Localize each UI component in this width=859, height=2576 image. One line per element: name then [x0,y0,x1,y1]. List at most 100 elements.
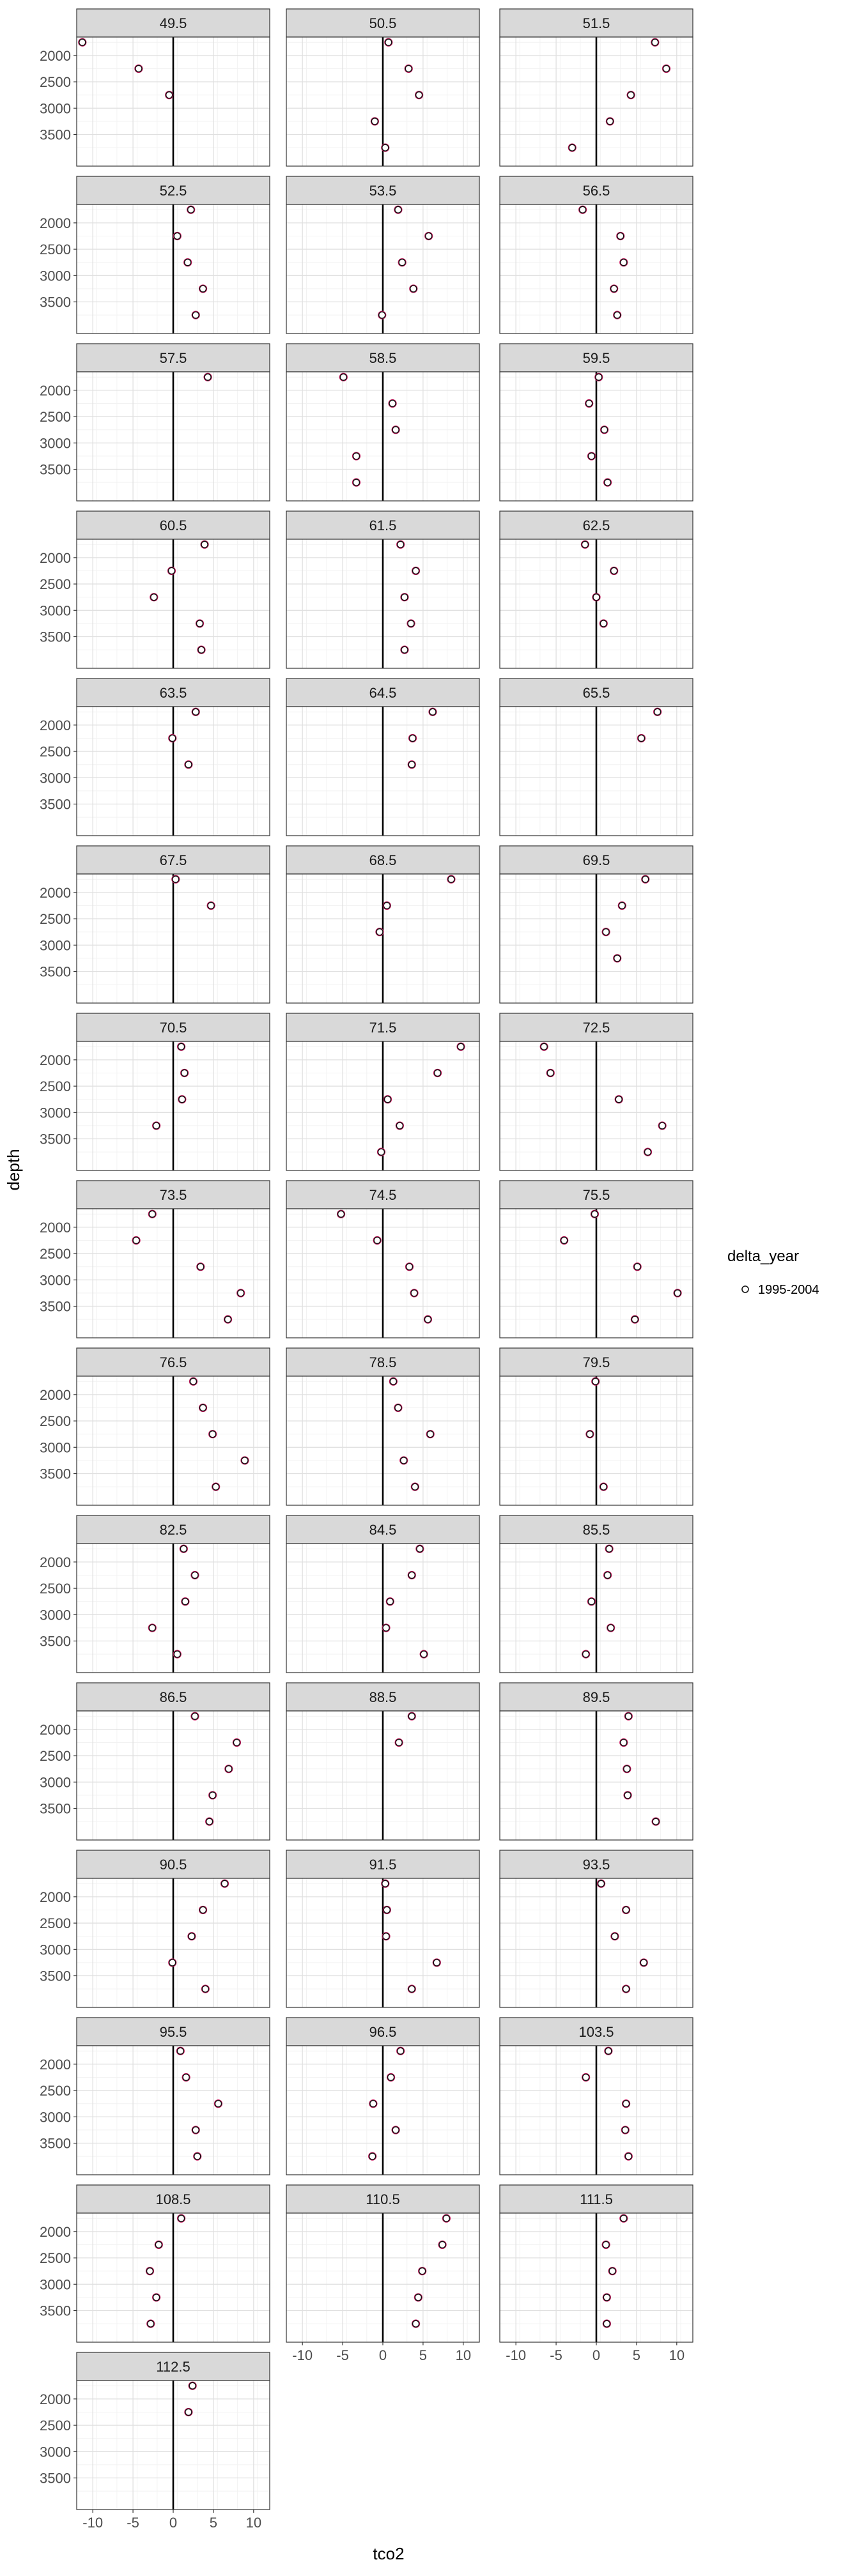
facet-strip-label: 73.5 [160,1187,187,1203]
panel-border [499,1878,693,2008]
data-point-halo [614,1095,623,1104]
data-point [155,2241,163,2249]
data-point [633,1262,641,1271]
data-point [180,1069,189,1077]
data-point-halo [200,540,209,549]
data-point-halo [419,1650,428,1659]
facet-panel: 59.5 [499,343,693,502]
y-tick-label: 3000 [40,435,71,451]
data-point [662,65,670,73]
data-point [605,1545,613,1552]
facet-strip-label: 90.5 [160,1857,187,1873]
y-tick-label: 3500 [40,1634,71,1650]
y-tick-label: 3500 [40,295,71,310]
y-tick-label: 3500 [40,2303,71,2319]
data-point [653,708,662,716]
data-point [176,2047,185,2055]
data-point-halo [132,1236,141,1245]
data-point-halo [134,64,143,73]
data-point-halo [381,1879,390,1888]
data-point [382,1932,390,1940]
data-point [199,1404,207,1412]
data-point [407,620,415,627]
facet-panel: 50.5 [286,8,480,167]
data-point [597,1880,605,1887]
y-tick-label: 2500 [40,1915,71,1931]
data-point [383,1906,391,1914]
data-point-halo [456,1042,465,1051]
data-point-halo [608,2267,617,2276]
x-tick-label: -5 [336,2347,349,2363]
data-point [578,206,587,213]
data-point [408,1985,415,1993]
y-tick-label: 2000 [40,1052,71,1068]
panel-border [76,36,270,167]
data-point [408,734,417,742]
data-point-halo [179,1544,188,1553]
panel-border [286,1208,480,1338]
data-point-halo [599,1482,608,1491]
data-point [224,1315,232,1323]
facet-strip [286,678,480,707]
data-point-halo [619,1738,628,1747]
y-tick-label: 2000 [40,550,71,566]
x-tick-label: 5 [633,2347,640,2363]
data-point [199,1906,207,1914]
y-tick-label: 2000 [40,717,71,733]
facet-panel: 57.5 2000 2500 3000 3500 [40,343,270,502]
data-point [201,540,208,548]
panel-border [76,1208,270,1338]
data-point [447,875,455,883]
data-point-halo [352,452,361,461]
facet-strip [286,845,480,875]
data-point [546,1069,554,1077]
data-point-halo [580,540,589,549]
facet-strip [499,1180,693,1209]
y-tick-label: 2000 [40,1220,71,1236]
y-tick-label: 2500 [40,74,71,90]
data-point-halo [610,284,619,293]
data-point-halo [596,1879,606,1888]
data-point-halo [639,1958,648,1967]
data-point [620,258,628,266]
data-point [237,1289,245,1297]
data-point [568,144,576,151]
data-point-halo [171,875,180,884]
data-point-halo [167,566,176,576]
facet-strip-label: 52.5 [160,183,187,199]
data-point [192,708,199,716]
y-tick-label: 2500 [40,1078,71,1094]
y-tick-label: 3000 [40,1774,71,1790]
data-point [621,2126,629,2134]
data-point-halo [651,38,660,47]
facet-strip-label: 69.5 [583,852,610,868]
facet-strip-label: 72.5 [583,1020,610,1036]
data-point-halo [368,2152,377,2161]
facet-strip-label: 70.5 [160,1020,187,1036]
data-point [173,1650,181,1658]
facet-panel: 62.5 [499,510,693,669]
data-point-halo [607,1623,615,1632]
data-point-halo [587,1597,596,1606]
panel-border [286,36,480,167]
x-tick-label: 5 [210,2515,217,2531]
data-point [627,91,635,99]
facet-panel: 53.5 [286,176,480,334]
data-point [642,875,649,883]
data-point [420,1650,428,1658]
data-point [225,1765,233,1773]
data-point [147,2320,155,2327]
data-point [212,1483,220,1491]
y-tick-label: 2000 [40,2057,71,2073]
data-point [180,1545,188,1552]
data-point [603,2320,611,2327]
data-point [167,567,176,575]
facet-panel: 49.5 2000 2500 3000 3500 [40,8,270,167]
data-point-halo [191,310,200,319]
data-point [408,760,415,769]
x-axis-area: -10 -5 0 5 10 -10 -5 0 5 10 -10 -5 0 5 10 [82,2342,685,2531]
data-point [79,38,86,46]
data-point [148,1624,156,1632]
y-tick-label: 3000 [40,1272,71,1288]
data-point-halo [610,566,619,576]
